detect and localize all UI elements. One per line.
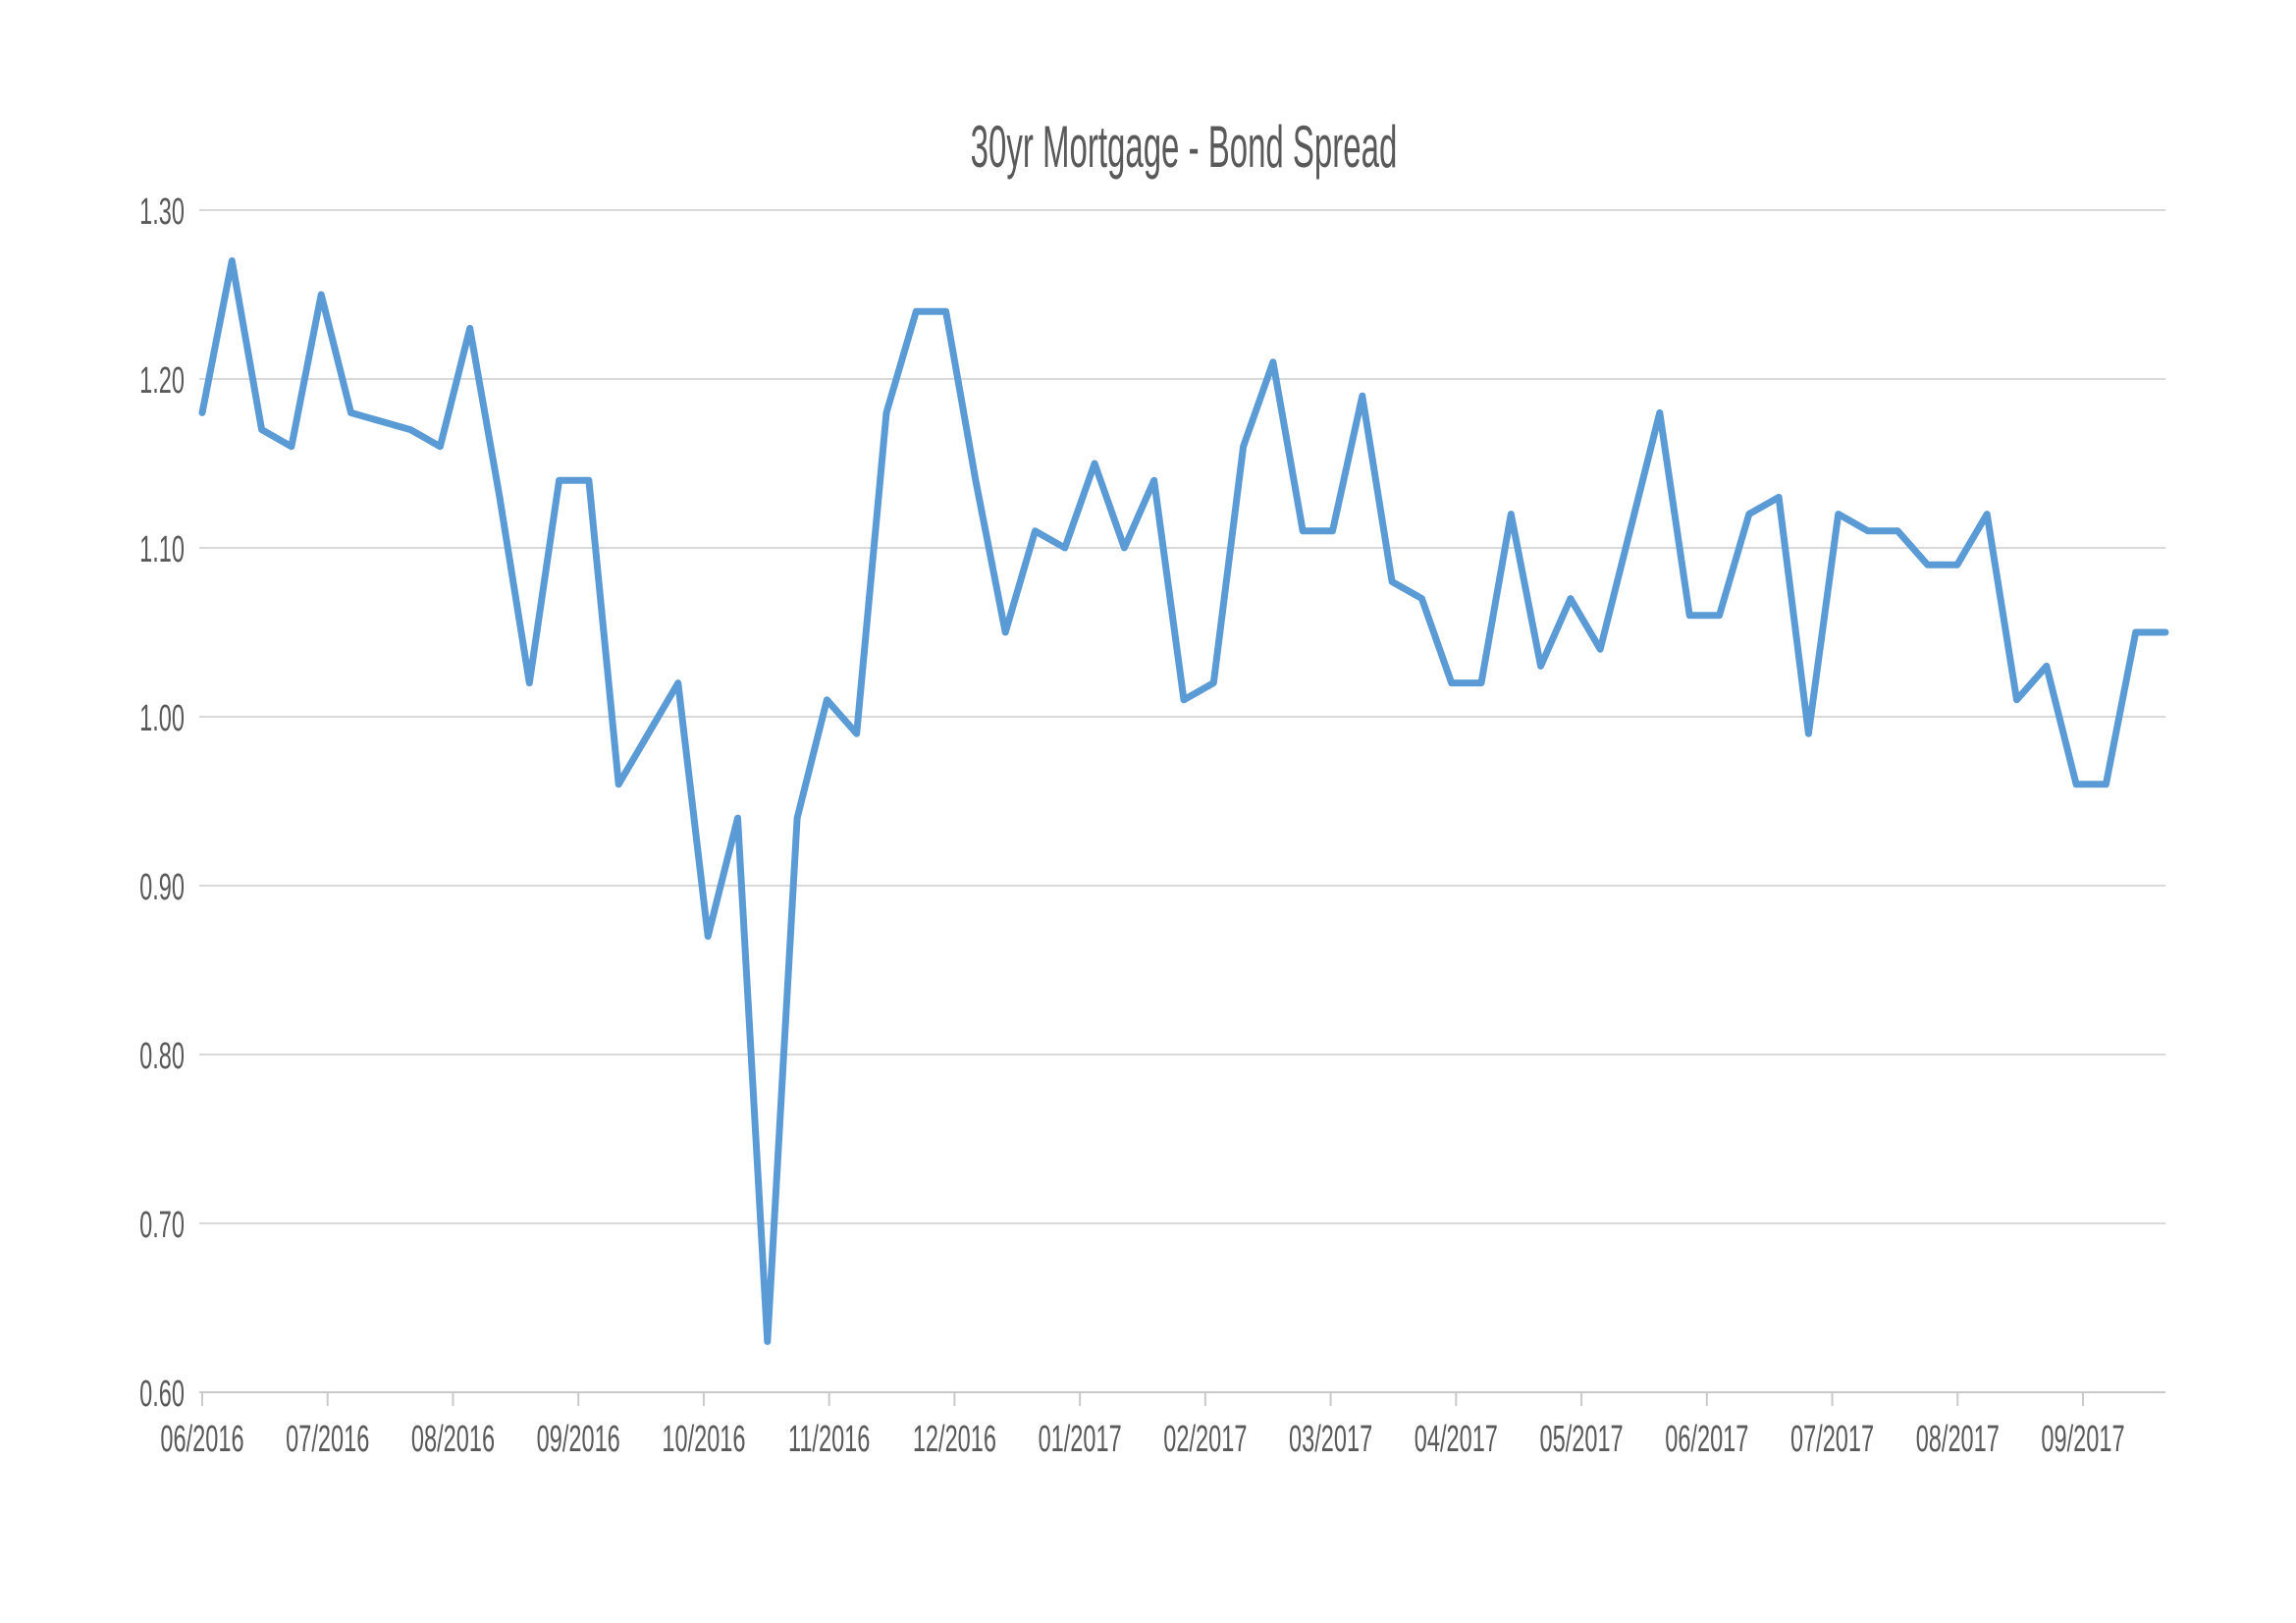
x-axis-label: 12/2016 xyxy=(913,1417,996,1459)
x-axis-label: 04/2017 xyxy=(1415,1417,1498,1459)
y-axis-label: 0.80 xyxy=(139,1034,185,1076)
y-axis-label: 0.60 xyxy=(139,1372,185,1414)
series-line-bond-spread xyxy=(198,257,2169,1345)
y-axis-label: 0.90 xyxy=(139,865,185,907)
y-axis-label: 0.70 xyxy=(139,1203,185,1245)
x-axis-label: 08/2016 xyxy=(411,1417,495,1459)
x-axis-label: 07/2017 xyxy=(1790,1417,1874,1459)
x-axis-label: 08/2017 xyxy=(1916,1417,2000,1459)
y-axis-labels: 0.60 0.70 0.80 0.90 1.00 1.10 1.20 1.30 xyxy=(139,189,185,1414)
x-axis-label: 11/2016 xyxy=(788,1417,870,1459)
y-axis-label: 1.20 xyxy=(139,358,185,401)
x-axis-label: 07/2016 xyxy=(286,1417,369,1459)
x-axis-label: 02/2017 xyxy=(1163,1417,1247,1459)
gridlines xyxy=(199,209,2165,1224)
x-axis-label: 03/2017 xyxy=(1289,1417,1372,1459)
x-axis-tick-marks xyxy=(201,1392,2084,1406)
x-axis-label: 06/2017 xyxy=(1665,1417,1748,1459)
x-axis-label: 09/2016 xyxy=(537,1417,620,1459)
x-axis-label: 06/2016 xyxy=(160,1417,243,1459)
y-axis-label: 1.10 xyxy=(139,527,185,569)
x-axis-labels: 06/2016 07/2016 08/2016 09/2016 10/2016 11/20… xyxy=(160,1417,2124,1459)
x-axis-label: 05/2017 xyxy=(1539,1417,1623,1459)
x-axis-label: 01/2017 xyxy=(1039,1417,1122,1459)
x-axis-label: 10/2016 xyxy=(662,1417,745,1459)
y-axis-label: 1.00 xyxy=(139,696,185,738)
y-axis-label: 1.30 xyxy=(139,189,185,232)
x-axis-label: 09/2017 xyxy=(2041,1417,2124,1459)
chart-title: 30yr Mortgage - Bond Spread xyxy=(971,115,1398,181)
